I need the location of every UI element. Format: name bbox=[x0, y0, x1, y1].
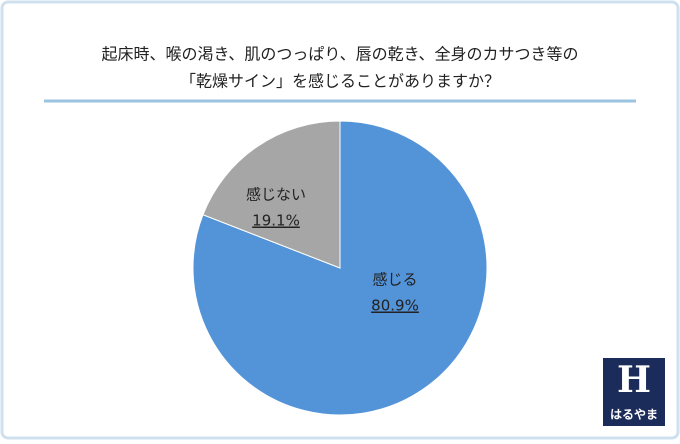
slice-value-label: 19.1% bbox=[252, 212, 300, 230]
chart-title: 「乾燥サイン」を感じることがありますか？ bbox=[180, 72, 500, 91]
pie-slice bbox=[202, 120, 341, 269]
slice-category-label: 感じない bbox=[246, 186, 306, 204]
logo-text: はるやま bbox=[610, 408, 658, 422]
chart-title: 起床時、喉の渇き、肌のつっぱり、唇の乾き、全身のカサつき等の bbox=[101, 45, 578, 64]
slice-value-label: 80.9% bbox=[371, 297, 419, 315]
logo-letter: H bbox=[617, 359, 651, 401]
slice-category-label: 感じる bbox=[372, 271, 417, 289]
logo: H はるやま bbox=[603, 358, 665, 426]
logo-box bbox=[603, 358, 665, 426]
